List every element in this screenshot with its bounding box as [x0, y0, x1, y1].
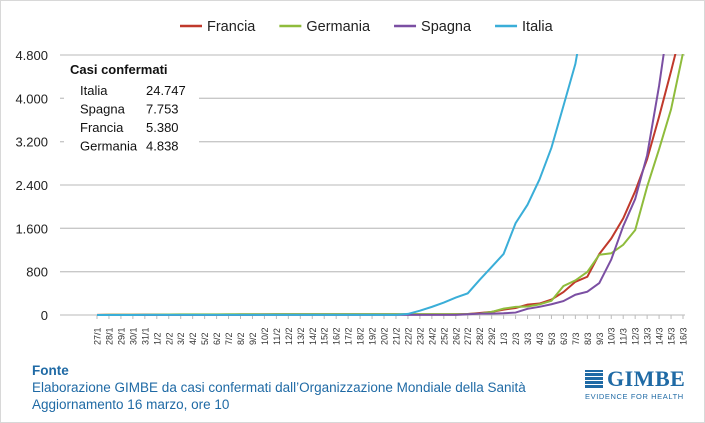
annotation-value: 7.753	[146, 102, 179, 117]
x-tick-label: 4/3	[535, 332, 545, 345]
x-tick-label: 10/3	[607, 327, 617, 345]
annotation-country: Germania	[80, 139, 138, 154]
x-tick-label: 30/1	[128, 327, 138, 345]
x-tick-label: 13/2	[296, 327, 306, 345]
x-tick-label: 12/2	[284, 327, 294, 345]
annotation-title: Casi confermati	[70, 62, 168, 77]
annotation-box	[64, 57, 199, 152]
x-tick-label: 27/1	[93, 327, 103, 345]
x-tick-label: 6/2	[212, 332, 222, 345]
x-tick-label: 24/2	[427, 327, 437, 345]
annotation-value: 4.838	[146, 139, 179, 154]
source-footer: Fonte Elaborazione GIMBE da casi conferm…	[32, 362, 526, 413]
x-tick-label: 7/2	[224, 332, 234, 345]
annotation-value: 5.380	[146, 120, 179, 135]
annotation-country: Spagna	[80, 102, 126, 117]
legend-label-francia: Francia	[207, 19, 256, 35]
x-tick-label: 18/2	[356, 327, 366, 345]
x-tick-label: 6/3	[559, 332, 569, 345]
x-tick-label: 14/3	[655, 327, 665, 345]
footer-update: Aggiornamento 16 marzo, ore 10	[32, 397, 230, 412]
x-tick-label: 2/3	[511, 332, 521, 345]
x-tick-label: 29/2	[487, 327, 497, 345]
series-line-spagna	[97, 54, 665, 316]
logo-tagline: EVIDENCE FOR HEALTH	[585, 392, 684, 401]
annotation-country: Italia	[80, 83, 108, 98]
x-tick-label: 15/2	[320, 327, 330, 345]
plot-area	[96, 54, 684, 316]
x-tick-label: 7/3	[571, 332, 581, 345]
x-tick-label: 26/2	[451, 327, 461, 345]
y-tick-label: 800	[26, 265, 48, 280]
x-tick-label: 4/2	[188, 332, 198, 345]
gimbe-logo: GIMBE EVIDENCE FOR HEALTH	[585, 368, 690, 401]
y-tick-label: 4.800	[15, 48, 48, 63]
footer-title: Fonte	[32, 363, 69, 378]
y-tick-label: 0	[41, 308, 48, 323]
x-tick-label: 5/2	[200, 332, 210, 345]
x-tick-label: 21/2	[391, 327, 401, 345]
y-tick-label: 3.200	[15, 135, 48, 150]
x-tick-label: 22/2	[403, 327, 413, 345]
x-tick-label: 1/2	[152, 332, 162, 345]
x-tick-label: 28/1	[104, 327, 114, 345]
x-tick-label: 17/2	[344, 327, 354, 345]
y-tick-label: 1.600	[15, 221, 48, 236]
x-tick-label: 2/2	[164, 332, 174, 345]
x-tick-label: 12/3	[631, 327, 641, 345]
x-tick-label: 9/2	[248, 332, 258, 345]
x-tick-label: 15/3	[667, 327, 677, 345]
x-tick-label: 16/2	[332, 327, 342, 345]
x-tick-label: 11/2	[272, 328, 282, 345]
x-tick-label: 3/3	[523, 332, 533, 345]
x-tick-label: 5/3	[547, 332, 557, 345]
x-tick-label: 11/3	[619, 328, 629, 345]
annotation-value: 24.747	[146, 83, 186, 98]
x-tick-label: 28/2	[475, 327, 485, 345]
x-tick-label: 20/2	[380, 327, 390, 345]
x-tick-label: 14/2	[308, 327, 318, 345]
logo-mark-icon	[585, 370, 603, 388]
x-tick-label: 29/1	[116, 327, 126, 345]
x-tick-label: 10/2	[260, 327, 270, 345]
y-tick-label: 2.400	[15, 178, 48, 193]
x-tick-label: 16/3	[679, 327, 689, 345]
x-tick-label: 8/3	[583, 332, 593, 345]
footer-source: Elaborazione GIMBE da casi confermati da…	[32, 380, 526, 395]
x-tick-label: 19/2	[368, 327, 378, 345]
legend-label-germania: Germania	[306, 19, 371, 35]
x-tick-label: 23/2	[415, 327, 425, 345]
series-line-italia	[97, 54, 579, 316]
logo-text: GIMBE	[607, 366, 686, 391]
x-tick-label: 31/1	[140, 327, 150, 345]
x-tick-label: 8/2	[236, 332, 246, 345]
x-tick-label: 9/3	[595, 332, 605, 345]
legend-label-spagna: Spagna	[421, 19, 472, 35]
x-tick-label: 13/3	[643, 327, 653, 345]
x-tick-label: 1/3	[499, 332, 509, 345]
legend-label-italia: Italia	[522, 19, 554, 35]
x-tick-label: 25/2	[439, 327, 449, 345]
x-tick-label: 27/2	[463, 327, 473, 345]
y-tick-label: 4.000	[15, 91, 48, 106]
annotation-country: Francia	[80, 120, 124, 135]
x-tick-label: 3/2	[176, 332, 186, 345]
